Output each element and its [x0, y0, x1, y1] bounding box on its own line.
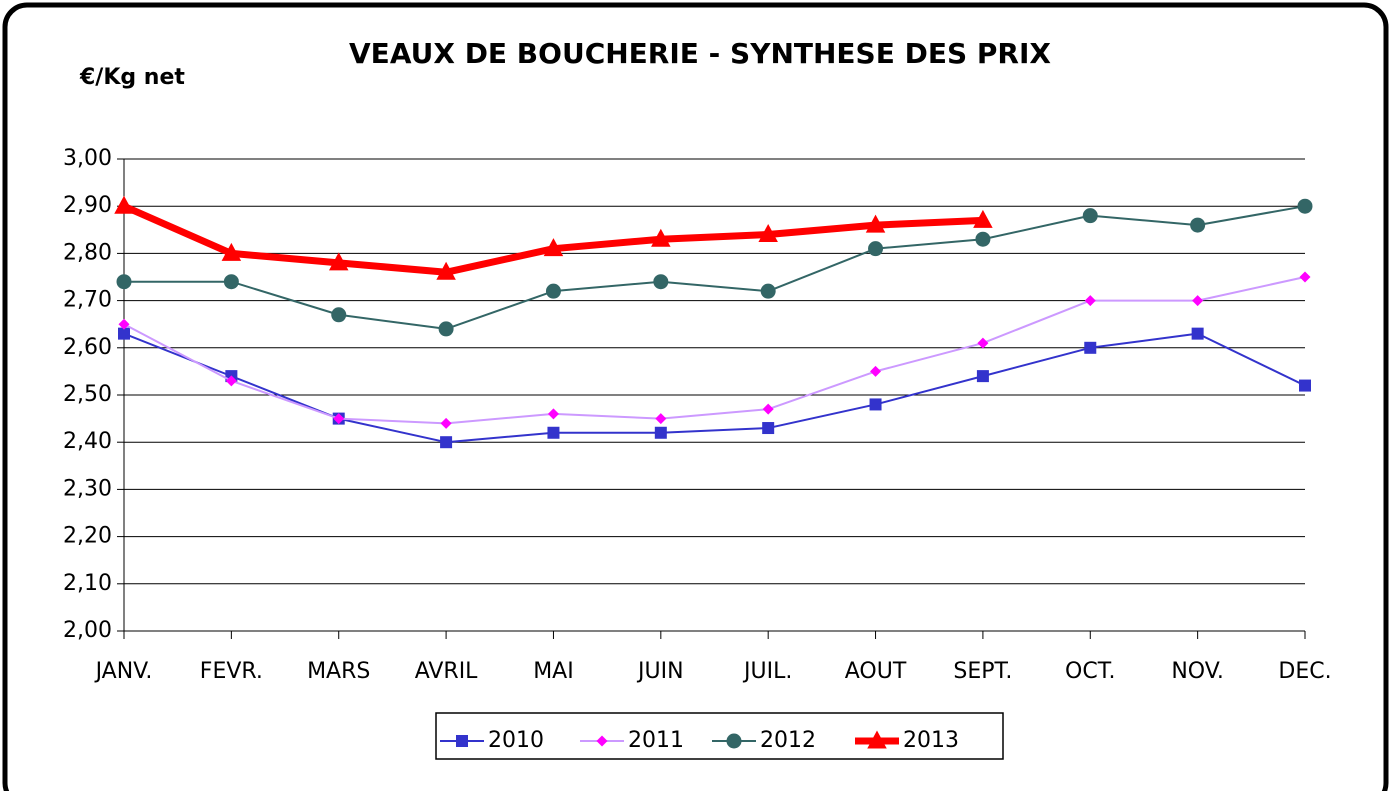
y-tick-label: 3,00	[63, 146, 112, 171]
legend-label: 2010	[488, 728, 544, 753]
x-tick-label: NOV.	[1171, 659, 1224, 684]
data-point	[547, 426, 560, 439]
data-point	[762, 403, 774, 415]
data-point	[438, 321, 454, 337]
data-point	[868, 241, 884, 257]
y-axis-label: €/Kg net	[79, 65, 185, 90]
data-point	[760, 283, 776, 299]
legend-marker	[596, 735, 608, 747]
data-point	[223, 274, 239, 290]
x-tick-label: FEVR.	[200, 659, 263, 684]
data-point	[653, 274, 669, 290]
data-point	[865, 214, 886, 233]
y-tick-label: 2,50	[63, 382, 112, 407]
data-point	[1082, 208, 1098, 224]
data-point	[333, 413, 345, 425]
y-tick-label: 2,10	[63, 571, 112, 596]
data-point	[654, 426, 667, 439]
data-point	[116, 274, 132, 290]
legend-label: 2011	[628, 728, 684, 753]
x-tick-label: AVRIL	[415, 659, 478, 684]
data-point	[975, 231, 991, 247]
y-tick-label: 2,80	[63, 240, 112, 265]
series-line	[124, 205, 1306, 330]
data-point	[1192, 295, 1204, 307]
data-point	[976, 370, 989, 383]
data-point	[118, 327, 130, 340]
data-point	[651, 228, 671, 247]
y-tick-label: 2,20	[63, 524, 112, 549]
y-tick-label: 2,90	[63, 193, 112, 218]
data-point	[1299, 271, 1311, 283]
data-point	[1299, 379, 1311, 392]
data-point	[977, 337, 989, 349]
chart-title: VEAUX DE BOUCHERIE - SYNTHESE DES PRIX	[349, 37, 1051, 70]
x-tick-label: OCT.	[1065, 659, 1116, 684]
y-tick-label: 2,60	[63, 335, 112, 360]
data-point	[973, 209, 993, 228]
data-point	[436, 261, 456, 280]
x-tick-label: MAI	[533, 659, 574, 684]
x-tick-label: JUIL.	[742, 659, 792, 684]
data-point	[114, 195, 134, 214]
data-point	[1190, 217, 1206, 233]
data-point	[331, 307, 347, 323]
data-point	[545, 283, 561, 299]
data-point	[440, 436, 453, 449]
y-tick-label: 2,40	[63, 429, 112, 454]
data-point	[221, 242, 242, 261]
legend-label: 2012	[760, 728, 816, 753]
x-tick-label: JUIN	[636, 659, 684, 684]
x-tick-label: JANV.	[94, 659, 153, 684]
x-tick-label: AOUT	[845, 659, 907, 684]
data-point	[762, 422, 775, 435]
data-point	[225, 375, 237, 387]
data-point	[870, 365, 882, 377]
x-tick-label: DEC.	[1278, 659, 1331, 684]
data-point	[1084, 341, 1097, 354]
data-point	[543, 238, 564, 257]
data-point	[118, 318, 130, 330]
legend-marker	[726, 733, 742, 749]
data-point	[758, 224, 778, 243]
legend-marker	[867, 730, 887, 749]
x-tick-label: MARS	[307, 659, 370, 684]
legend-marker	[456, 735, 468, 747]
data-point	[655, 413, 667, 425]
legend-label: 2013	[903, 728, 959, 753]
y-tick-label: 2,00	[63, 618, 112, 643]
data-point	[440, 417, 452, 429]
data-point	[869, 398, 882, 411]
legend-box	[435, 712, 1004, 760]
data-point	[328, 252, 349, 271]
data-point	[1297, 198, 1313, 214]
data-point	[547, 408, 559, 420]
data-point	[1084, 295, 1096, 307]
data-point	[1191, 327, 1204, 340]
x-tick-label: SEPT.	[953, 659, 1012, 684]
series-line	[123, 276, 1306, 425]
y-tick-label: 2,70	[63, 288, 112, 313]
y-tick-label: 2,30	[63, 476, 112, 501]
